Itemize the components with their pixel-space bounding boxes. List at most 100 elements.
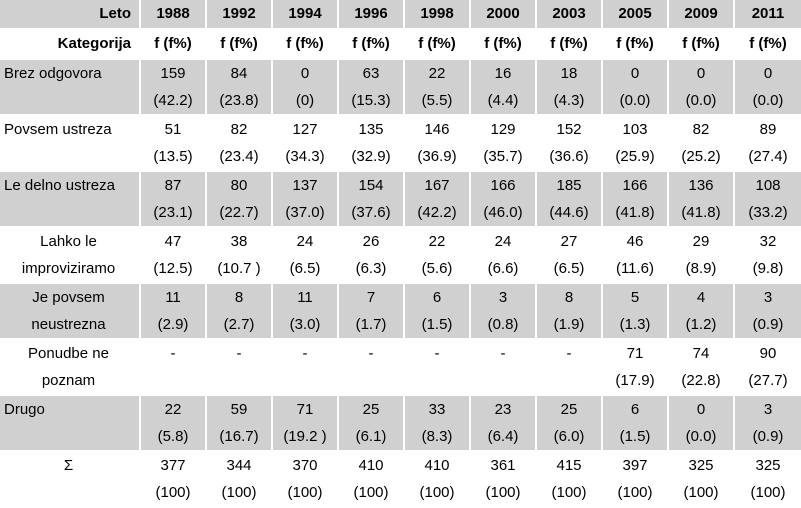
unit-header-cell: f (f%) [141,30,207,60]
table-cell: 4 (1.2) [669,284,735,340]
percent-value: (33.2) [748,204,788,221]
percent-value: (25.9) [615,148,655,165]
row-label-line: Je povsem [32,289,105,306]
frequency-value: 87 [164,177,182,194]
unit-header-cell: f (f%) [273,30,339,60]
frequency-value: 3 [763,401,773,418]
percent-value: (6.6) [487,260,519,277]
table-cell: 63 (15.3) [339,60,405,116]
percent-value: (27.7) [748,372,788,389]
frequency-value: 38 [230,233,248,250]
frequency-value: 27 [560,233,578,250]
percent-value: (41.8) [681,204,721,221]
frequency-value: 71 [626,345,644,362]
table-cell: 159 (42.2) [141,60,207,116]
table-cell: 3 (0.8) [471,284,537,340]
percent-value: (0) [295,92,315,109]
year-header-cell: 2009 [669,0,735,30]
table-cell: 89 (27.4) [735,116,801,172]
frequency-value: 24 [296,233,314,250]
year-header-cell: 2011 [735,0,801,30]
unit-header-cell: f (f%) [735,30,801,60]
percent-value: (25.2) [681,148,721,165]
percent-value: (3.0) [289,316,321,333]
percent-value: (34.3) [285,148,325,165]
table-cell: 135 (32.9) [339,116,405,172]
frequency-value: 18 [560,65,578,82]
table-cell: 166 (46.0) [471,172,537,228]
percent-value: (27.4) [748,148,788,165]
table-cell: 23 (6.4) [471,396,537,452]
table-cell: 71 (17.9) [603,340,669,396]
row-label-line [4,87,133,114]
table-cell: 377 (100) [141,452,207,508]
frequency-value: 4 [696,289,706,306]
frequency-value: 51 [164,121,182,138]
percent-value: (9.8) [752,260,784,277]
percent-value: (100) [155,484,191,501]
table-row: Lahko le improviziramo 47 (12.5) 38 (10.7 ) 24… [0,228,801,284]
frequency-value: 136 [688,177,714,194]
percent-value: (46.0) [483,204,523,221]
table-cell: 22 (5.6) [405,228,471,284]
frequency-value: - [500,345,506,362]
table-cell: 136 (41.8) [669,172,735,228]
frequency-value: 152 [556,121,582,138]
table-cell: 166 (41.8) [603,172,669,228]
table-cell: - [273,340,339,396]
frequency-value: 24 [494,233,512,250]
frequency-value: 127 [292,121,318,138]
frequency-value: 80 [230,177,248,194]
percent-value: (13.5) [153,148,193,165]
table-cell: 22 (5.5) [405,60,471,116]
year-header-cell: 1998 [405,0,471,30]
table-cell: - [537,340,603,396]
unit-header-cell: f (f%) [603,30,669,60]
frequency-value: 63 [362,65,380,82]
table-cell: 47 (12.5) [141,228,207,284]
row-label: Brez odgovora [0,60,141,116]
table-cell: 370 (100) [273,452,339,508]
header-row-category: Kategorija f (f%) f (f%) f (f%) f (f%) f… [0,30,801,60]
table-cell: 24 (6.5) [273,228,339,284]
percent-value: (0.8) [487,316,519,333]
frequency-value: 16 [494,65,512,82]
table-cell: 29 (8.9) [669,228,735,284]
percent-value [273,367,337,394]
table-cell: 415 (100) [537,452,603,508]
percent-value: (10.7 ) [217,260,261,277]
row-label: Le delno ustreza [0,172,141,228]
table-cell: 18 (4.3) [537,60,603,116]
table-cell: 11 (3.0) [273,284,339,340]
percent-value [207,367,271,394]
percent-value: (4.3) [553,92,585,109]
percent-value: (1.7) [355,316,387,333]
percent-value: (100) [617,484,653,501]
table-row: Drugo 22 (5.8) 59 (16.7) 71 (19.2 ) 25 (6.1) 33 (8… [0,396,801,452]
row-label-line [4,143,133,170]
frequency-value: 89 [759,121,777,138]
frequency-value: 0 [696,65,706,82]
table-cell: 24 (6.6) [471,228,537,284]
percent-value: (19.2 ) [283,428,327,445]
frequency-value: 154 [358,177,384,194]
frequency-value: 22 [428,65,446,82]
row-label-line: Σ [63,457,74,474]
frequency-value: 82 [692,121,710,138]
frequency-value: 26 [362,233,380,250]
percent-value: (0.0) [685,92,717,109]
percent-value: (0.0) [752,92,784,109]
table-cell: - [339,340,405,396]
table-cell: 32 (9.8) [735,228,801,284]
frequency-value: 0 [696,401,706,418]
frequency-value: 129 [490,121,516,138]
table-cell: 410 (100) [339,452,405,508]
percent-value: (23.1) [153,204,193,221]
table-cell: 6 (1.5) [603,396,669,452]
percent-value [405,367,469,394]
percent-value: (100) [221,484,257,501]
frequency-value: 410 [424,457,450,474]
table-cell: 146 (36.9) [405,116,471,172]
frequency-value: 74 [692,345,710,362]
